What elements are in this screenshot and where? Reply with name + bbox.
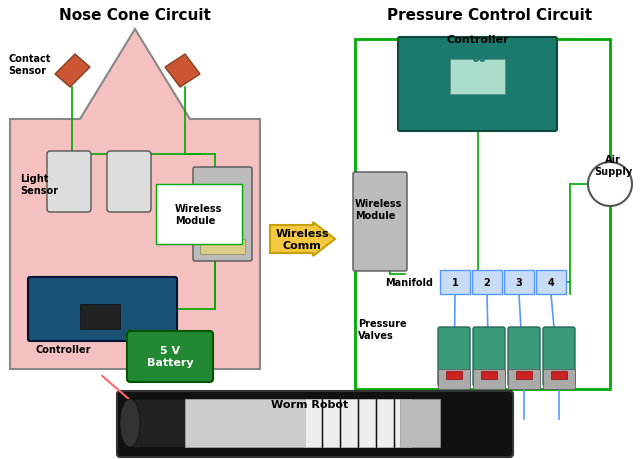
Text: Pressure Control Circuit: Pressure Control Circuit bbox=[387, 8, 593, 23]
Bar bbox=[395, 399, 411, 447]
Bar bbox=[446, 371, 462, 379]
Bar bbox=[130, 399, 185, 447]
Bar bbox=[438, 369, 470, 389]
Text: Wireless
Module: Wireless Module bbox=[175, 204, 222, 225]
Text: Air
Supply: Air Supply bbox=[594, 155, 632, 176]
Text: Contact
Sensor: Contact Sensor bbox=[8, 54, 51, 76]
Text: ∞: ∞ bbox=[470, 48, 486, 67]
FancyBboxPatch shape bbox=[107, 151, 151, 213]
Text: 4: 4 bbox=[548, 277, 554, 287]
Bar bbox=[377, 399, 393, 447]
Bar bbox=[481, 371, 497, 379]
Bar bbox=[536, 270, 566, 294]
Text: Wireless
Module: Wireless Module bbox=[355, 199, 403, 220]
Ellipse shape bbox=[120, 399, 140, 447]
Text: Worm Robot: Worm Robot bbox=[271, 399, 349, 409]
Text: 3: 3 bbox=[516, 277, 522, 287]
Bar bbox=[516, 371, 532, 379]
Bar bbox=[359, 399, 375, 447]
Bar bbox=[473, 369, 505, 389]
Text: 5 V
Battery: 5 V Battery bbox=[147, 346, 193, 367]
Bar bbox=[543, 369, 575, 389]
Text: Wireless
Comm: Wireless Comm bbox=[275, 229, 329, 250]
Bar bbox=[450, 60, 505, 95]
FancyBboxPatch shape bbox=[127, 331, 213, 382]
FancyBboxPatch shape bbox=[438, 327, 470, 386]
FancyBboxPatch shape bbox=[353, 173, 407, 271]
Text: Controller: Controller bbox=[35, 344, 90, 354]
Bar bbox=[185, 399, 305, 447]
FancyBboxPatch shape bbox=[398, 38, 557, 132]
Polygon shape bbox=[10, 30, 260, 369]
FancyBboxPatch shape bbox=[508, 327, 540, 386]
Text: 1: 1 bbox=[452, 277, 458, 287]
FancyArrow shape bbox=[270, 223, 335, 257]
Bar bbox=[400, 399, 440, 447]
FancyBboxPatch shape bbox=[47, 151, 91, 213]
Bar bbox=[504, 270, 534, 294]
Text: Pressure
Valves: Pressure Valves bbox=[358, 319, 406, 340]
FancyBboxPatch shape bbox=[543, 327, 575, 386]
Bar bbox=[305, 399, 321, 447]
Bar bbox=[508, 369, 540, 389]
FancyBboxPatch shape bbox=[28, 277, 177, 341]
Bar bbox=[551, 371, 567, 379]
Text: Nose Cone Circuit: Nose Cone Circuit bbox=[59, 8, 211, 23]
Circle shape bbox=[588, 162, 632, 207]
FancyBboxPatch shape bbox=[193, 168, 252, 262]
FancyBboxPatch shape bbox=[473, 327, 505, 386]
Text: Manifold: Manifold bbox=[385, 277, 433, 287]
FancyBboxPatch shape bbox=[117, 391, 513, 457]
Text: Controller: Controller bbox=[447, 35, 509, 45]
Text: 2: 2 bbox=[484, 277, 490, 287]
Polygon shape bbox=[55, 55, 90, 88]
Bar bbox=[341, 399, 357, 447]
Text: Light
Sensor: Light Sensor bbox=[20, 174, 58, 196]
Bar bbox=[440, 270, 470, 294]
Polygon shape bbox=[165, 55, 200, 88]
Bar bbox=[200, 240, 245, 254]
Bar bbox=[472, 270, 502, 294]
Bar bbox=[323, 399, 339, 447]
Bar bbox=[80, 304, 120, 329]
